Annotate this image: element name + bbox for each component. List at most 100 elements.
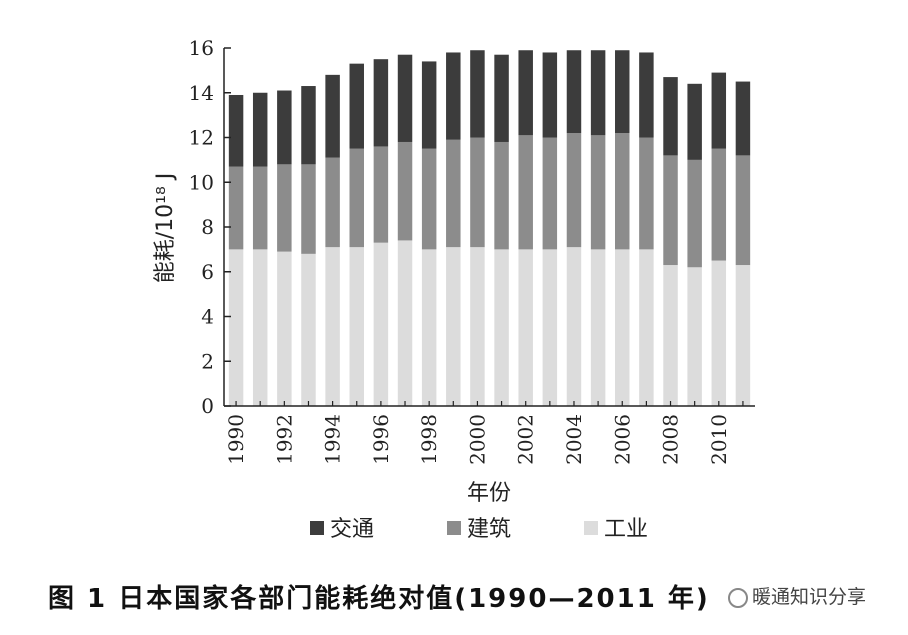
bar-1998-series-2	[421, 61, 437, 149]
bar-2004-series-1	[566, 133, 582, 248]
x-tick-label-2002: 2002	[514, 414, 538, 465]
bar-2005-series-0	[590, 249, 606, 406]
bar-1990-series-0	[228, 249, 244, 406]
bar-2001-series-1	[494, 141, 509, 250]
bar-2010-series-2	[711, 72, 727, 149]
bar-1994-series-0	[325, 247, 340, 406]
bar-1994-series-2	[325, 74, 340, 158]
y-tick-label-14: 14	[189, 81, 214, 105]
legend-swatch-1	[447, 521, 461, 535]
bar-1997-series-1	[397, 141, 413, 241]
bar-2004-series-0	[566, 247, 582, 406]
bar-2002-series-2	[518, 50, 533, 136]
bar-1990-series-2	[228, 94, 244, 167]
y-tick-label-4: 4	[201, 305, 214, 329]
bar-2007-series-2	[639, 52, 654, 138]
plot-area	[228, 50, 751, 406]
bar-2009-series-0	[687, 267, 702, 406]
bar-2010-series-1	[711, 148, 727, 261]
bar-1994-series-1	[325, 157, 340, 248]
bar-1992-series-0	[277, 251, 292, 406]
x-tick-label-1990: 1990	[224, 414, 248, 465]
legend-label-1: 建筑	[467, 517, 511, 542]
legend-label-2: 工业	[604, 517, 648, 542]
bar-2010-series-0	[711, 260, 727, 406]
bar-2011-series-0	[735, 265, 751, 406]
bar-1999-series-1	[446, 139, 461, 248]
figure-caption: 图 1 日本国家各部门能耗绝对值(1990—2011 年)	[48, 584, 710, 614]
y-tick-label-6: 6	[201, 260, 214, 284]
bar-2003-series-2	[542, 52, 558, 138]
bar-2001-series-0	[494, 249, 509, 406]
bar-1997-series-0	[397, 240, 413, 406]
x-axis-title: 年份	[467, 481, 511, 506]
x-tick-label-2004: 2004	[562, 414, 586, 465]
bar-2005-series-1	[590, 135, 606, 250]
legend-swatch-0	[310, 521, 324, 535]
x-tick-label-1996: 1996	[369, 414, 393, 465]
bar-1998-series-0	[421, 249, 437, 406]
bar-2002-series-0	[518, 249, 533, 406]
watermark: 暖通知识分享	[728, 582, 866, 609]
bar-2006-series-2	[615, 50, 630, 134]
y-axis-title: 能耗/10¹⁸ J	[153, 173, 178, 284]
wechat-icon	[728, 587, 748, 608]
bar-1996-series-0	[373, 242, 389, 406]
bar-1995-series-1	[349, 148, 364, 248]
y-tick-label-16: 16	[189, 36, 214, 60]
bar-2009-series-1	[687, 159, 702, 268]
watermark-text: 暖通知识分享	[752, 586, 867, 608]
bar-1996-series-2	[373, 59, 389, 147]
bar-1991-series-1	[252, 166, 268, 250]
bar-1996-series-1	[373, 146, 389, 243]
y-axis: 0 2 4 6 8 10 12 14 16	[189, 36, 231, 418]
x-tick-label-1994: 1994	[321, 414, 345, 465]
bar-2008-series-1	[663, 155, 678, 266]
bar-2007-series-0	[639, 249, 654, 406]
bar-2003-series-1	[542, 137, 558, 250]
y-tick-label-12: 12	[189, 126, 214, 150]
y-tick-label-10: 10	[189, 170, 214, 194]
bar-2007-series-1	[639, 137, 654, 250]
x-tick-label-2000: 2000	[465, 414, 489, 465]
bar-2000-series-0	[470, 247, 485, 406]
bar-2011-series-1	[735, 155, 751, 266]
bar-1992-series-1	[277, 164, 292, 252]
bar-1993-series-2	[301, 86, 316, 165]
bar-1993-series-0	[301, 253, 316, 406]
bar-1993-series-1	[301, 164, 316, 254]
x-tick-label-2008: 2008	[659, 414, 683, 465]
bar-2006-series-1	[615, 133, 630, 250]
bar-1999-series-0	[446, 247, 461, 406]
bar-1995-series-2	[349, 63, 364, 149]
bar-2005-series-2	[590, 50, 606, 136]
bar-2011-series-2	[735, 81, 751, 156]
bar-2001-series-2	[494, 54, 509, 142]
bar-1998-series-1	[421, 148, 437, 250]
bar-1995-series-0	[349, 247, 364, 406]
legend-label-0: 交通	[330, 517, 374, 542]
y-tick-label-2: 2	[201, 349, 214, 373]
x-axis: 1990 1992 1994 1996 1998 2000 2002 2004 2006 2008…	[224, 401, 755, 465]
bar-1991-series-2	[252, 92, 268, 167]
y-tick-label-0: 0	[201, 394, 214, 418]
x-tick-label-2006: 2006	[610, 414, 634, 465]
x-tick-label-1998: 1998	[417, 414, 441, 465]
bar-1992-series-2	[277, 90, 292, 165]
bar-2003-series-0	[542, 249, 558, 406]
y-tick-label-8: 8	[201, 215, 214, 239]
x-tick-label-2010: 2010	[707, 414, 731, 465]
bar-2008-series-0	[663, 265, 678, 406]
bar-2006-series-0	[615, 249, 630, 406]
bar-2000-series-2	[470, 50, 485, 138]
bar-2002-series-1	[518, 135, 533, 250]
bar-1991-series-0	[252, 249, 268, 406]
bar-1999-series-2	[446, 52, 461, 140]
bar-1990-series-1	[228, 166, 244, 250]
bar-2008-series-2	[663, 77, 678, 156]
bar-2000-series-1	[470, 137, 485, 248]
x-tick-label-1992: 1992	[272, 414, 296, 465]
legend-swatch-2	[584, 521, 598, 535]
legend: 交通 建筑 工业	[310, 517, 648, 542]
